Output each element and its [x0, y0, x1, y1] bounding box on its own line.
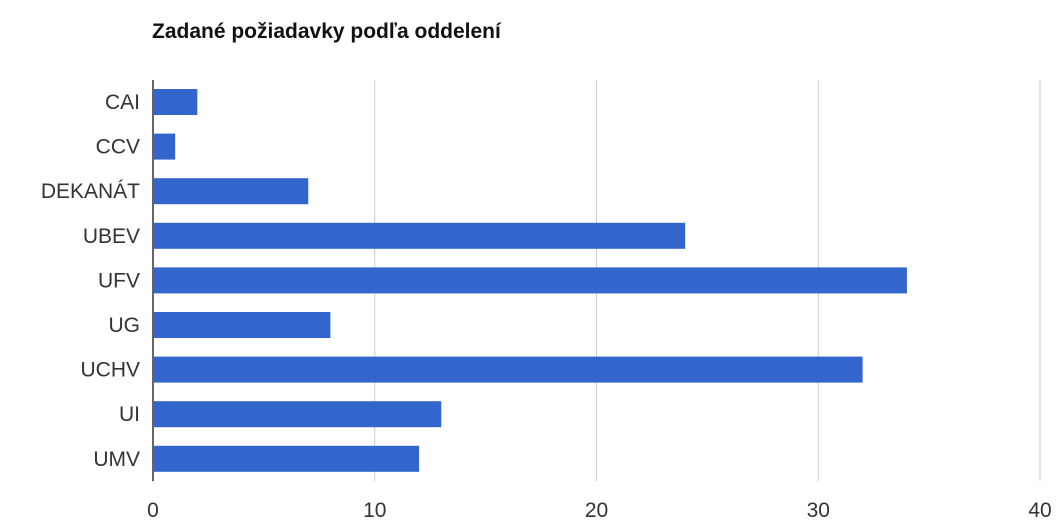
bar-ccv[interactable] — [153, 133, 176, 160]
category-label: UBEV — [83, 225, 140, 248]
x-tick-label: 10 — [363, 499, 386, 522]
category-label: DEKANÁT — [41, 180, 140, 203]
category-label: UG — [109, 314, 141, 337]
bar-uchv[interactable] — [153, 356, 863, 383]
bar-ubev[interactable] — [153, 222, 686, 249]
x-tick-label: 40 — [1028, 499, 1051, 522]
category-label: UMV — [93, 448, 140, 471]
category-label: UI — [119, 403, 140, 426]
bar-ug[interactable] — [153, 312, 331, 338]
bar-layer — [153, 89, 907, 472]
chart-title: Zadané požiadavky podľa oddelení — [152, 20, 502, 43]
category-label: CCV — [96, 136, 140, 159]
category-labels: CAI CCV DEKANÁT UBEV UFV UG UCHV UI UMV — [41, 91, 140, 471]
x-axis-ticks: 0 10 20 30 40 — [147, 499, 1052, 522]
bar-dekanát[interactable] — [153, 178, 309, 205]
x-tick-label: 30 — [807, 499, 830, 522]
category-label: CAI — [105, 91, 140, 114]
bar-umv[interactable] — [153, 445, 420, 472]
x-tick-label: 20 — [585, 499, 608, 522]
bar-ufv[interactable] — [153, 267, 907, 294]
category-label: UFV — [98, 269, 140, 292]
bar-ui[interactable] — [153, 401, 442, 428]
x-tick-label: 0 — [147, 499, 159, 522]
category-label: UCHV — [80, 359, 140, 382]
bar-cai[interactable] — [153, 89, 198, 115]
